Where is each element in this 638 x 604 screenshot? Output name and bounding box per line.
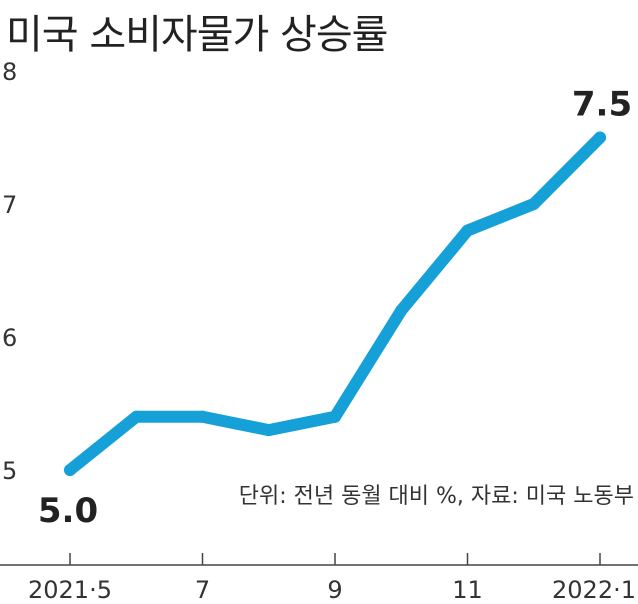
y-tick-label: 5: [2, 457, 17, 485]
data-point: [594, 131, 606, 144]
y-tick-label: 6: [2, 324, 17, 352]
data-label: 7.5: [572, 85, 632, 125]
x-tick-label: 2021·5: [28, 576, 112, 604]
data-point: [461, 224, 474, 237]
x-tick-label: 7: [195, 576, 210, 604]
source-note: 단위: 전년 동월 대비 %, 자료: 미국 노동부: [239, 484, 634, 509]
y-tick-label: 8: [2, 58, 17, 86]
data-point: [329, 410, 341, 423]
data-point: [262, 424, 275, 437]
data-point: [130, 410, 143, 423]
y-tick-label: 7: [2, 191, 17, 219]
chart-title: 미국 소비자물가 상승률: [6, 12, 388, 58]
x-tick-label: 2022·1: [552, 576, 636, 604]
x-tick-label: 11: [452, 576, 483, 604]
data-point: [527, 198, 540, 210]
data-point: [196, 410, 209, 423]
x-tick-label: 9: [327, 576, 342, 604]
data-point: [395, 304, 408, 317]
data-label: 5.0: [38, 491, 98, 531]
data-point: [64, 464, 76, 476]
